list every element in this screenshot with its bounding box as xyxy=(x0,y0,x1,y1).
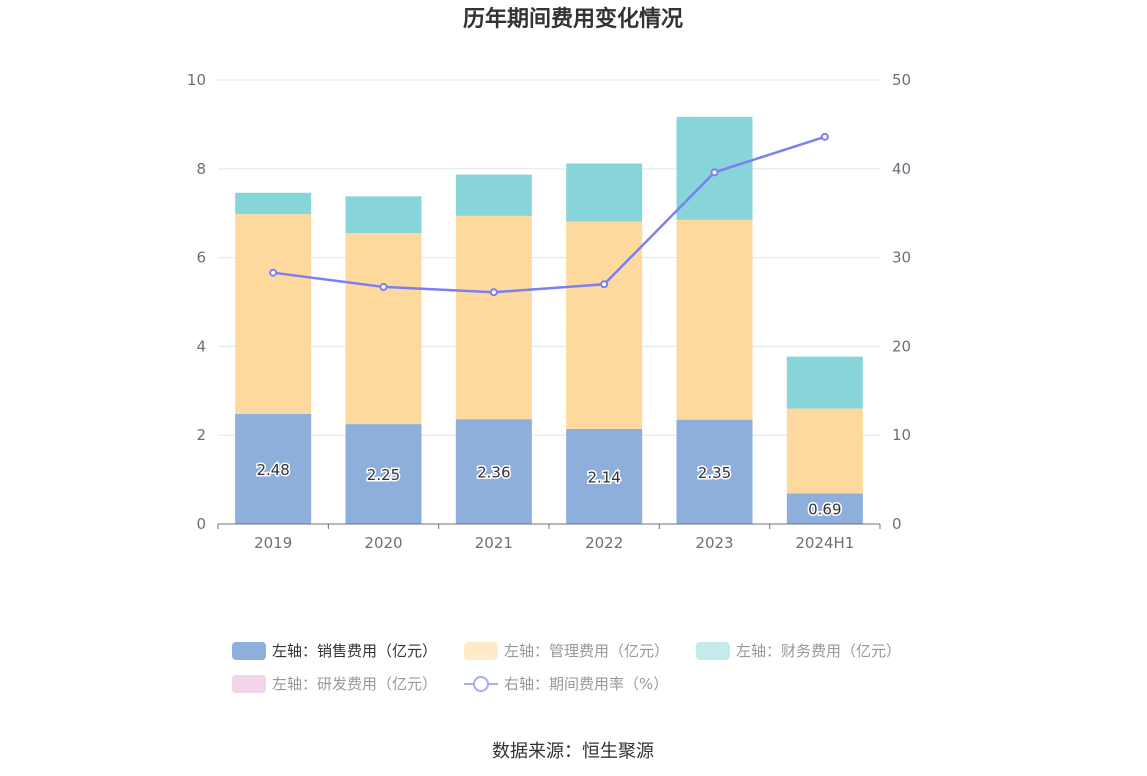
legend-swatch xyxy=(232,675,266,693)
right-tick-label: 50 xyxy=(892,71,911,89)
x-tick-label: 2021 xyxy=(475,534,513,552)
bar-series1-2022 xyxy=(566,221,643,429)
legend-item-2: 左轴：财务费用（亿元） xyxy=(696,642,901,660)
bar-series1-2024H1 xyxy=(786,408,863,494)
data-label: 2.14 xyxy=(587,468,620,486)
legend-label: 左轴：财务费用（亿元） xyxy=(736,642,901,660)
legend-item-0: 左轴：销售费用（亿元） xyxy=(232,642,437,660)
bar-series2-2019 xyxy=(235,192,312,215)
legend: 左轴：销售费用（亿元） 左轴：管理费用（亿元） 左轴：财务费用（亿元） 左轴：研发费用… xyxy=(232,642,901,693)
grid-lines xyxy=(218,79,880,436)
bar-series2-2021 xyxy=(455,174,532,216)
bars-layer xyxy=(235,116,863,524)
left-tick-label: 6 xyxy=(196,249,206,267)
data-label: 2.36 xyxy=(477,464,510,482)
rate-point-2024H1 xyxy=(820,132,829,141)
chart-title: 历年期间费用变化情况 xyxy=(463,6,683,32)
right-tick-label: 30 xyxy=(892,249,911,267)
rate-point-2023 xyxy=(710,168,719,177)
bar-series0-2023 xyxy=(676,419,753,524)
bar-series0-2020 xyxy=(345,424,422,524)
source-note: 数据来源：恒生聚源 xyxy=(492,741,654,762)
legend-swatch xyxy=(696,642,730,660)
rate-point-2021 xyxy=(489,288,498,297)
bar-series1-2023 xyxy=(676,219,753,420)
right-tick-label: 40 xyxy=(892,160,911,178)
bar-series2-2022 xyxy=(566,163,643,222)
bar-series1-2020 xyxy=(345,233,422,425)
bar-series0-2022 xyxy=(566,428,643,524)
bar-series2-2024H1 xyxy=(786,356,863,409)
legend-label: 左轴：销售费用（亿元） xyxy=(272,642,437,660)
left-tick-label: 10 xyxy=(187,71,206,89)
legend-swatch xyxy=(464,642,498,660)
legend-label: 左轴：管理费用（亿元） xyxy=(504,642,669,660)
left-tick-label: 2 xyxy=(196,426,206,444)
legend-item-1: 左轴：管理费用（亿元） xyxy=(464,642,669,660)
right-tick-label: 20 xyxy=(892,337,911,355)
x-tick-label: 2019 xyxy=(254,534,292,552)
left-axis-ticks: 0 2 4 6 8 10 xyxy=(187,71,206,533)
bar-series0-2019 xyxy=(235,413,312,524)
right-tick-label: 0 xyxy=(892,515,902,533)
bar-series1-2021 xyxy=(455,215,532,420)
legend-label: 右轴：期间费用率（%） xyxy=(504,675,668,693)
x-tick-label: 2020 xyxy=(364,534,402,552)
data-label: 0.69 xyxy=(808,501,841,519)
bar-series0-2021 xyxy=(455,419,532,524)
legend-swatch xyxy=(232,642,266,660)
legend-item-4: 右轴：期间费用率（%） xyxy=(464,675,668,693)
bar-series1-2019 xyxy=(235,214,312,414)
x-tick-label: 2024H1 xyxy=(795,534,854,552)
rate-point-2019 xyxy=(269,268,278,277)
rate-line-layer xyxy=(269,132,829,297)
data-label: 2.25 xyxy=(367,466,400,484)
bar-series2-2020 xyxy=(345,196,422,234)
right-axis-ticks: 0 10 20 30 40 50 xyxy=(892,71,911,533)
bar-series0-2024H1 xyxy=(786,493,863,524)
x-tick-label: 2022 xyxy=(585,534,623,552)
legend-point-swatch xyxy=(473,676,489,692)
left-tick-label: 4 xyxy=(196,337,206,355)
rate-point-2020 xyxy=(379,282,388,291)
rate-line xyxy=(273,135,826,294)
data-label: 2.48 xyxy=(256,461,289,479)
left-tick-label: 0 xyxy=(196,515,206,533)
legend-label: 左轴：研发费用（亿元） xyxy=(272,675,437,693)
legend-item-3: 左轴：研发费用（亿元） xyxy=(232,675,437,693)
x-tick-label: 2023 xyxy=(695,534,733,552)
left-tick-label: 8 xyxy=(196,160,206,178)
rate-point-2022 xyxy=(600,280,609,289)
data-labels-layer: 2.48 2.25 2.36 2.14 2.35 0.69 xyxy=(255,459,843,520)
data-label: 2.35 xyxy=(698,464,731,482)
x-axis-ticks: 2019 2020 2021 2022 2023 2024H1 xyxy=(217,524,881,552)
right-tick-label: 10 xyxy=(892,426,911,444)
